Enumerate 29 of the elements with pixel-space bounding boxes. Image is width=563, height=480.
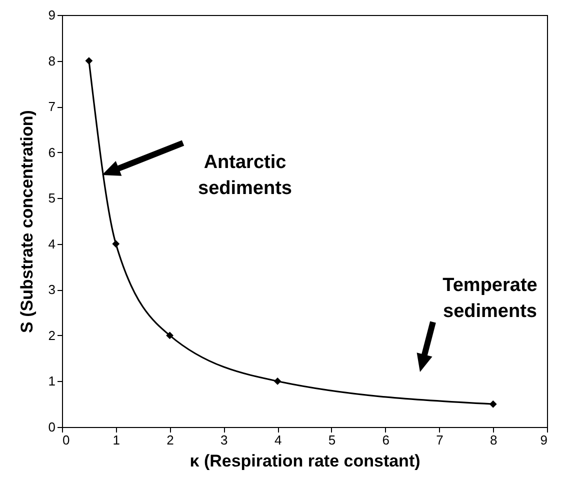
x-tick-label: 9 (540, 432, 548, 448)
y-tick-label: 5 (48, 190, 56, 206)
annotation: Temperate sediments (442, 275, 538, 322)
y-tick-label: 7 (48, 99, 56, 114)
x-tick-label: 0 (62, 432, 70, 448)
point (274, 378, 282, 385)
y-tick-label: 1 (48, 374, 56, 389)
x-tick-label: 1 (112, 432, 120, 448)
point (112, 240, 120, 248)
x-tick-label: 8 (490, 432, 498, 448)
y-tick-label: 9 (48, 8, 56, 22)
y-tick-label: 6 (48, 144, 56, 160)
point (489, 400, 497, 408)
point (85, 57, 93, 64)
x-axis-title: κ (Respiration rate constant) (190, 452, 420, 470)
x-tick-label: 2 (166, 432, 174, 448)
y-tick-label: 8 (48, 53, 56, 68)
y-tick-label: 3 (48, 282, 56, 298)
point (166, 332, 174, 340)
x-tick-label: 3 (220, 432, 228, 448)
x-tick-label: 7 (436, 432, 444, 448)
x-tick-label: 4 (274, 432, 282, 448)
y-tick-label: 4 (48, 236, 56, 252)
x-tick-label: 5 (328, 432, 336, 448)
y-tick-label: 2 (48, 328, 56, 343)
y-axis-title: S (Substrate concentration) (17, 110, 36, 333)
annotation: Antarctic sediments (198, 152, 292, 199)
y-tick-label: 0 (48, 420, 56, 434)
x-tick-label: 6 (382, 432, 390, 448)
